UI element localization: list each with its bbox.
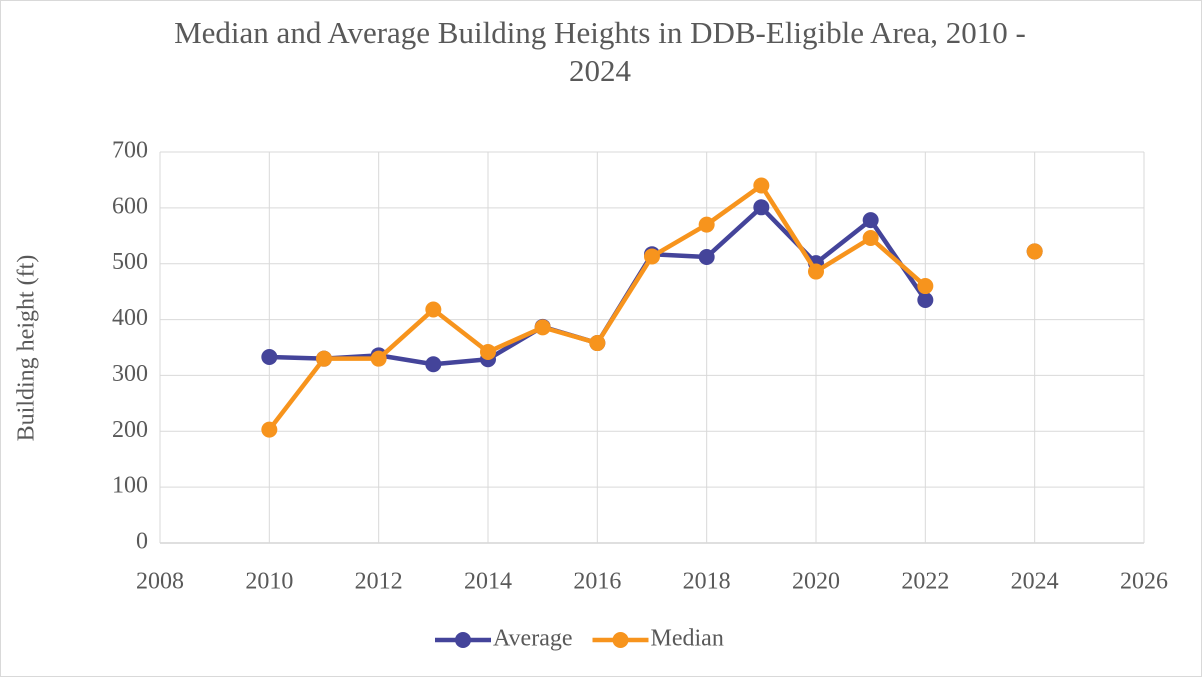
series-line (269, 186, 1034, 430)
x-tick-label: 2010 (245, 569, 293, 595)
x-tick-label: 2014 (464, 569, 512, 595)
data-point (589, 335, 606, 352)
x-tick-label: 2018 (683, 569, 731, 595)
y-tick-label: 300 (112, 361, 148, 387)
legend-marker (455, 632, 471, 648)
data-point (316, 350, 332, 367)
x-tick-label: 2016 (573, 569, 621, 595)
data-point (1026, 243, 1043, 260)
y-tick-label: 600 (112, 193, 148, 219)
data-point (261, 348, 278, 365)
data-point (698, 216, 715, 233)
y-axis-label: Building height (ft) (14, 255, 40, 442)
data-point (862, 230, 879, 247)
legend-label: Average (493, 626, 573, 652)
data-point (917, 292, 934, 309)
y-tick-label: 100 (112, 473, 148, 499)
data-point (753, 199, 770, 216)
x-tick-label: 2022 (901, 569, 949, 595)
y-tick-label: 200 (112, 417, 148, 443)
x-tick-label: 2012 (355, 569, 403, 595)
data-point (917, 278, 934, 295)
y-tick-label: 700 (112, 138, 148, 164)
data-point (425, 301, 442, 318)
x-tick-label: 2026 (1120, 569, 1168, 595)
data-point (753, 177, 770, 194)
data-point (480, 343, 496, 360)
data-point (644, 248, 660, 265)
chart-title: Median and Average Building Heights in D… (174, 15, 1026, 88)
x-tick-label: 2024 (1011, 569, 1059, 595)
legend-marker (612, 632, 629, 648)
data-point (370, 350, 387, 367)
data-point (808, 263, 824, 280)
data-point (534, 319, 551, 336)
data-point (698, 249, 715, 266)
data-point (862, 212, 879, 229)
data-point (425, 356, 442, 373)
data-point (261, 421, 278, 438)
x-tick-label: 2008 (136, 569, 184, 595)
legend-label: Median (651, 626, 724, 652)
y-tick-label: 0 (136, 529, 148, 555)
y-tick-label: 400 (112, 305, 148, 331)
x-tick-label: 2020 (792, 569, 840, 595)
y-tick-label: 500 (112, 249, 148, 275)
